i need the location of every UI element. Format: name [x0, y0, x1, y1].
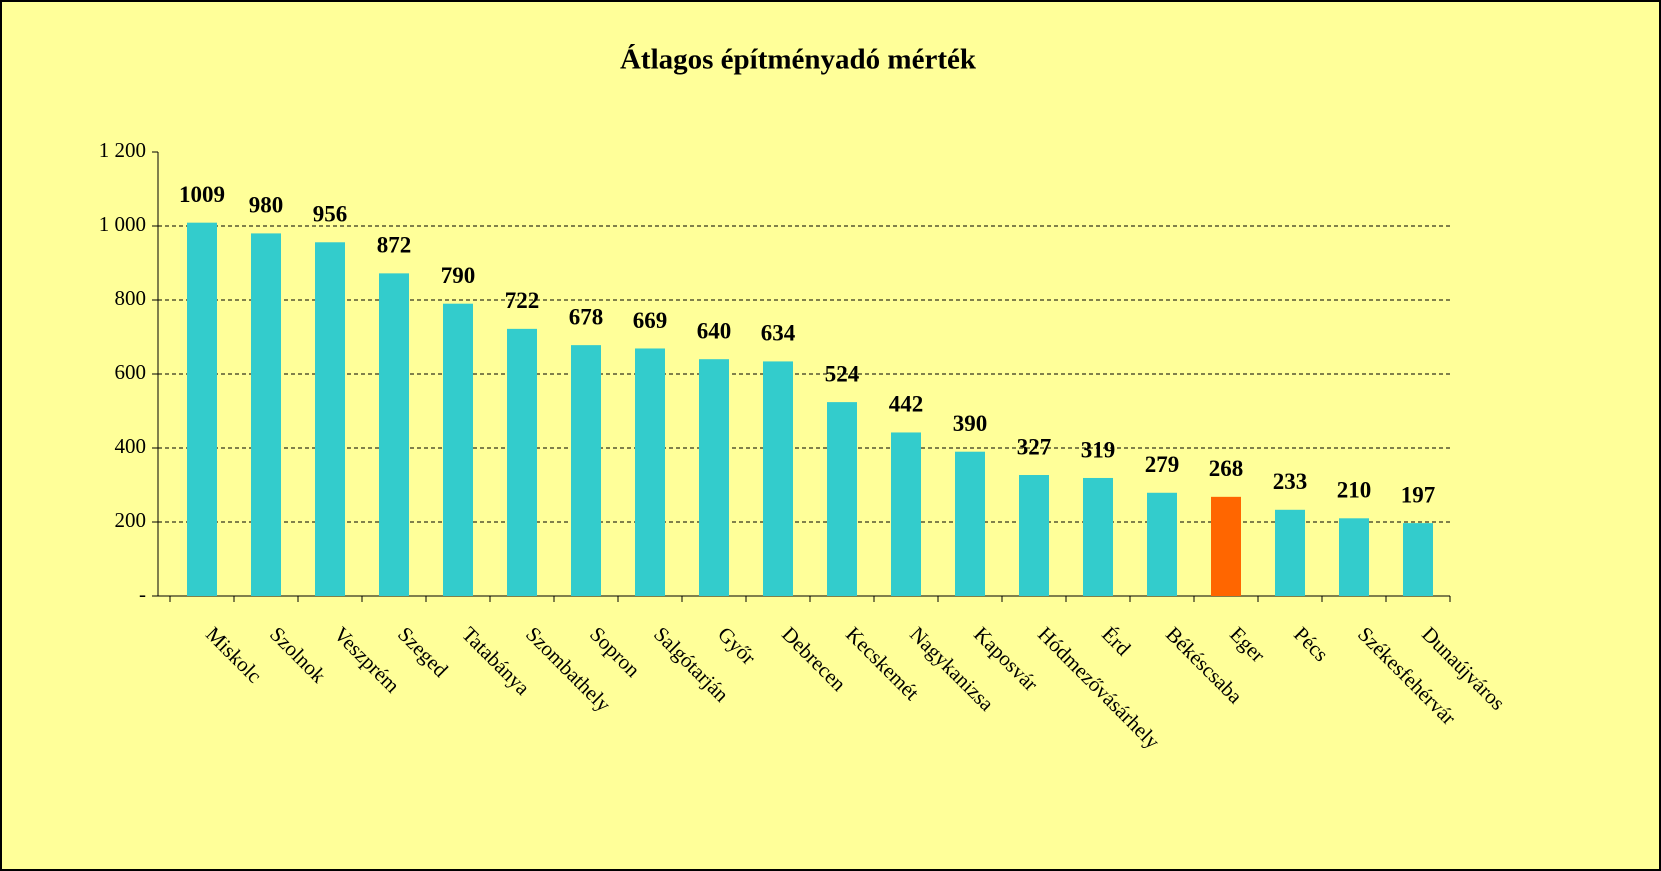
value-label: 790: [441, 263, 476, 288]
value-label: 872: [377, 233, 412, 258]
bar: [635, 348, 665, 596]
value-label: 634: [761, 321, 796, 346]
value-label: 722: [505, 288, 540, 313]
bar: [379, 273, 409, 596]
value-label: 640: [697, 318, 732, 343]
bar: [187, 222, 217, 597]
y-tick-label: -: [139, 582, 146, 606]
y-tick-label: 400: [115, 434, 147, 458]
bar: [891, 432, 921, 596]
value-label: 319: [1081, 437, 1116, 462]
y-tick-label: 200: [115, 508, 147, 532]
value-label: 1009: [179, 182, 225, 207]
value-label: 669: [633, 308, 668, 333]
bar: [699, 359, 729, 596]
bar: [763, 361, 793, 596]
bar: [1403, 523, 1433, 596]
bar: [1211, 496, 1241, 596]
bar: [251, 233, 281, 596]
y-tick-label: 600: [115, 360, 147, 384]
y-tick-label: 1 000: [99, 212, 146, 236]
bar: [1019, 475, 1049, 596]
bar: [1339, 518, 1369, 596]
y-tick-label: 800: [115, 286, 147, 310]
value-label: 524: [825, 361, 860, 386]
value-label: 210: [1337, 478, 1372, 503]
bar: [827, 402, 857, 596]
chart-title: Átlagos építményadó mérték: [620, 43, 977, 76]
value-label: 327: [1017, 434, 1052, 459]
bar: [1083, 477, 1113, 596]
bar: [1147, 492, 1177, 596]
value-label: 197: [1401, 482, 1436, 507]
bar: [571, 345, 601, 596]
value-label: 279: [1145, 452, 1180, 477]
bar: [443, 303, 473, 596]
bar: [315, 242, 345, 596]
bar: [955, 451, 985, 596]
value-label: 956: [313, 202, 348, 227]
value-label: 268: [1209, 456, 1244, 481]
value-label: 678: [569, 304, 604, 329]
value-label: 980: [249, 193, 284, 218]
value-label: 442: [889, 392, 924, 417]
value-label: 233: [1273, 469, 1308, 494]
y-tick-label: 1 200: [99, 138, 146, 162]
value-label: 390: [953, 411, 988, 436]
bar: [1275, 509, 1305, 596]
bar: [507, 328, 537, 596]
